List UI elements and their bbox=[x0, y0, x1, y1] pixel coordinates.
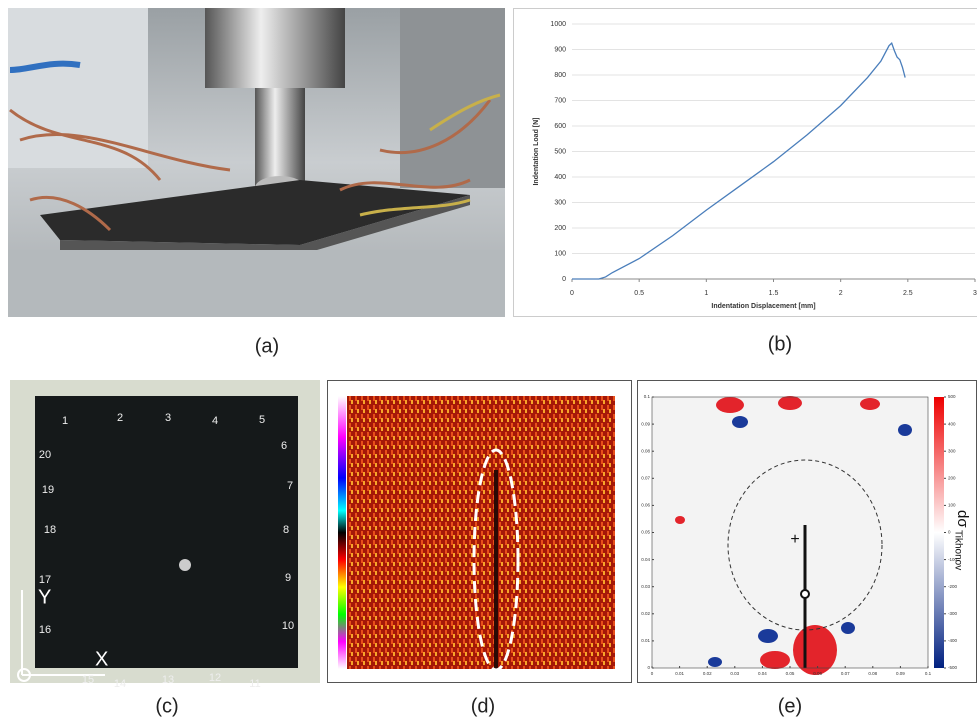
colorbar-tick-label: 300 bbox=[948, 448, 956, 453]
x-tick-label: 0.05 bbox=[786, 671, 795, 676]
y-axis-label: Indentation Load [N] bbox=[533, 117, 540, 185]
axis-x-label: X bbox=[95, 648, 108, 670]
panel-label: (c) bbox=[155, 695, 178, 717]
x-tick-label: 3 bbox=[973, 290, 977, 297]
sensor-number: 9 bbox=[285, 572, 291, 584]
x-tick-label: 2 bbox=[839, 290, 843, 297]
y-tick-label: 400 bbox=[554, 174, 566, 181]
sensor-number: 20 bbox=[39, 449, 51, 461]
colorbar-tick-label: -500 bbox=[948, 665, 958, 670]
axis-y-label: Y bbox=[38, 586, 51, 608]
x-tick-label: 0.09 bbox=[896, 671, 905, 676]
sensor-number: 5 bbox=[259, 414, 265, 426]
colorbar-tick-label: -300 bbox=[948, 611, 958, 616]
colorbar-tick-label: 200 bbox=[948, 475, 956, 480]
y-tick-label: 0.08 bbox=[641, 448, 650, 453]
x-tick-label: 0.07 bbox=[841, 671, 850, 676]
x-tick-label: 0.01 bbox=[675, 671, 684, 676]
sensor-number: 18 bbox=[44, 524, 56, 536]
sensor-number: 13 bbox=[162, 674, 174, 686]
image-d bbox=[328, 381, 632, 683]
x-tick-label: 1.5 bbox=[769, 290, 779, 297]
colorbar-label-sub: Tikhonov bbox=[952, 530, 963, 570]
sensor-number: 19 bbox=[42, 484, 54, 496]
svg-text:+: + bbox=[790, 531, 799, 548]
panel-label: (e) bbox=[778, 695, 802, 717]
sensor-number: 17 bbox=[39, 574, 51, 586]
colorbar-tick-label: 500 bbox=[948, 394, 956, 399]
photo-a bbox=[8, 8, 505, 317]
x-tick-label: 1 bbox=[704, 290, 708, 297]
y-tick-label: 500 bbox=[554, 148, 566, 155]
x-tick-label: 0.03 bbox=[730, 671, 739, 676]
sensor-number: 12 bbox=[209, 672, 221, 684]
y-tick-label: 0.06 bbox=[641, 503, 650, 508]
y-tick-label: 800 bbox=[554, 72, 566, 79]
colorbar-tick-label: 400 bbox=[948, 421, 956, 426]
y-tick-label: 100 bbox=[554, 250, 566, 257]
y-tick-label: 700 bbox=[554, 97, 566, 104]
y-tick-label: 0.1 bbox=[644, 394, 651, 399]
sensor-number: 3 bbox=[165, 412, 171, 424]
y-tick-label: 0.09 bbox=[641, 421, 650, 426]
sensor-number: 15 bbox=[82, 674, 94, 686]
y-tick-label: 0.01 bbox=[641, 638, 650, 643]
x-axis-label: Indentation Displacement [mm] bbox=[711, 303, 815, 310]
x-tick-label: 0.02 bbox=[703, 671, 712, 676]
x-tick-label: 2.5 bbox=[903, 290, 913, 297]
y-tick-label: 1000 bbox=[550, 21, 566, 28]
panel-b-frame bbox=[514, 9, 977, 317]
y-tick-label: 0.05 bbox=[641, 530, 650, 535]
y-tick-label: 0.03 bbox=[641, 584, 650, 589]
y-tick-label: 200 bbox=[554, 225, 566, 232]
sensor-number: 4 bbox=[212, 415, 218, 427]
colorbar-tick-label: 100 bbox=[948, 503, 956, 508]
y-tick-label: 0.02 bbox=[641, 611, 650, 616]
y-tick-label: 300 bbox=[554, 199, 566, 206]
y-tick-label: 900 bbox=[554, 46, 566, 53]
x-tick-label: 0.08 bbox=[868, 671, 877, 676]
colorbar-tick-label: -400 bbox=[948, 638, 958, 643]
y-tick-label: 0.07 bbox=[641, 475, 650, 480]
figure: 0 100 200 300 400 500 600 700 800 900 1000 0 0.5 1 1.5… bbox=[0, 0, 977, 720]
sensor-number: 10 bbox=[282, 620, 294, 632]
y-tick-label: 600 bbox=[554, 123, 566, 130]
x-tick-label: 0.1 bbox=[925, 671, 932, 676]
sensor-number: 6 bbox=[281, 440, 287, 452]
x-tick-label: 0.5 bbox=[634, 290, 644, 297]
x-tick-label: 0.06 bbox=[813, 671, 822, 676]
panel-label: (a) bbox=[255, 335, 279, 357]
y-tick-label: 0.04 bbox=[641, 557, 650, 562]
x-tick-label: 0.04 bbox=[758, 671, 767, 676]
sensor-number: 11 bbox=[249, 678, 260, 690]
panel-label: (d) bbox=[471, 695, 495, 717]
colorbar-label: dσ bbox=[954, 510, 971, 528]
colorbar-tick-label: -200 bbox=[948, 584, 958, 589]
sensor-number: 8 bbox=[283, 524, 289, 536]
sensor-number: 14 bbox=[114, 678, 126, 690]
y-tick-label: 0 bbox=[562, 276, 566, 283]
sensor-number: 1 bbox=[62, 415, 68, 427]
sensor-number: 16 bbox=[39, 624, 51, 636]
x-tick-label: 0 bbox=[570, 290, 574, 297]
sensor-number: 7 bbox=[287, 480, 293, 492]
panel-label: (b) bbox=[768, 333, 792, 355]
sensor-number: 2 bbox=[117, 412, 123, 424]
